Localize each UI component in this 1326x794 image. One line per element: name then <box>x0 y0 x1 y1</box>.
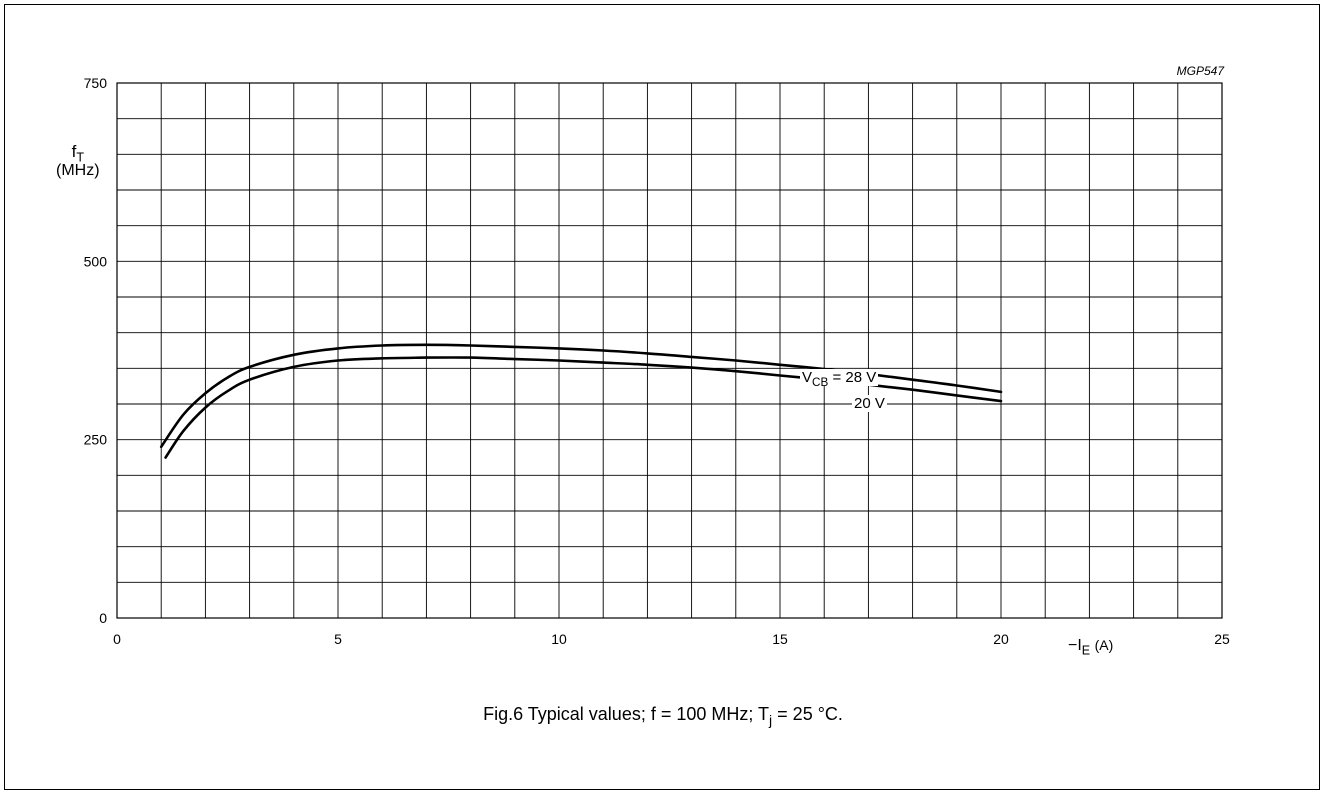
figure-code: MGP547 <box>1176 64 1224 78</box>
series-label-vcb-20: 20 V <box>852 395 887 412</box>
series-label-vcb-28: VCB = 28 V <box>800 369 879 390</box>
x-tick-label: 0 <box>113 631 121 647</box>
figure-frame <box>4 4 1320 790</box>
y-tick-label: 250 <box>84 432 108 448</box>
x-axis-label: −IE (A) <box>1068 637 1114 658</box>
x-tick-label: 15 <box>772 631 788 647</box>
plot-border <box>116 82 1223 619</box>
x-tick-label: 25 <box>1214 631 1230 647</box>
figure-caption: Fig.6 Typical values; f = 100 MHz; Tj = … <box>483 704 843 728</box>
x-tick-label: 20 <box>993 631 1009 647</box>
y-tick-label: 0 <box>99 610 107 626</box>
y-axis-label: fT (MHz) <box>56 142 100 180</box>
x-tick-label: 10 <box>551 631 567 647</box>
x-tick-label: 5 <box>334 631 342 647</box>
y-tick-label: 500 <box>84 253 108 269</box>
y-tick-label: 750 <box>84 75 108 91</box>
